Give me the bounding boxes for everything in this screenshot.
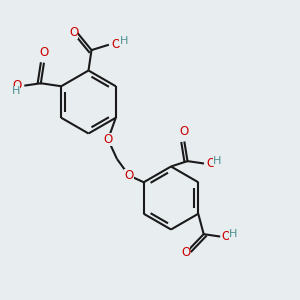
Text: O: O (124, 169, 134, 182)
Text: O: O (180, 125, 189, 138)
Text: O: O (222, 230, 231, 243)
Text: O: O (103, 133, 112, 146)
Text: O: O (206, 157, 216, 170)
Text: O: O (111, 38, 121, 51)
Text: O: O (39, 46, 48, 59)
Text: H: H (12, 86, 20, 96)
Text: O: O (181, 246, 190, 259)
Text: H: H (119, 36, 128, 46)
Text: O: O (69, 26, 78, 39)
Text: H: H (229, 229, 238, 238)
Text: H: H (213, 155, 221, 166)
Text: O: O (13, 79, 22, 92)
